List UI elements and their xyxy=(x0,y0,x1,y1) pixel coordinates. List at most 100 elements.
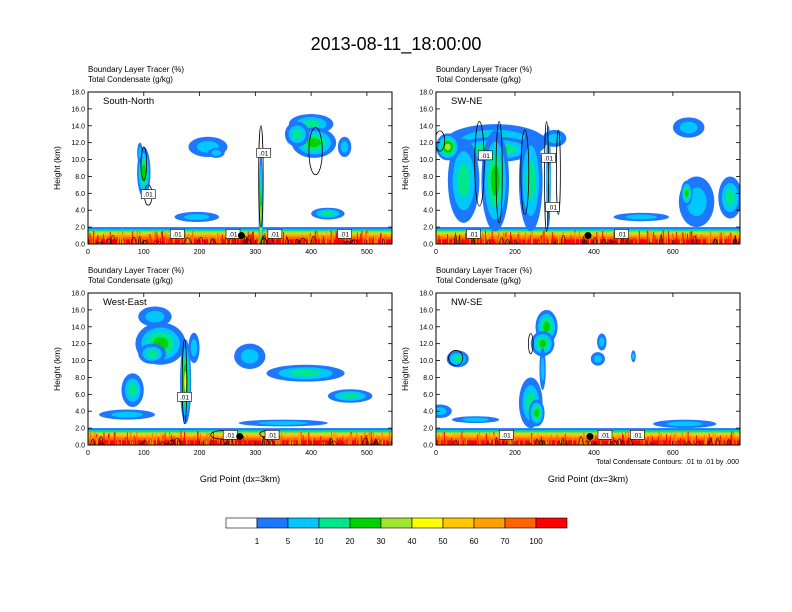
contour-label-text: .01 xyxy=(226,432,235,439)
striation xyxy=(461,438,463,445)
striation xyxy=(465,433,467,445)
striation xyxy=(180,240,182,244)
striation xyxy=(161,237,162,244)
striation xyxy=(676,231,678,244)
y-tick-label: 14.0 xyxy=(71,123,85,130)
striation xyxy=(487,232,489,244)
striation xyxy=(550,238,552,244)
striation xyxy=(371,439,373,445)
contour-label-box xyxy=(597,430,613,440)
striation xyxy=(675,431,677,445)
striation xyxy=(728,235,730,244)
striation xyxy=(123,240,125,244)
striation xyxy=(375,236,377,244)
striation xyxy=(709,231,711,244)
colorbar: 1 5 10 20 30 40 50 60 70 100 xyxy=(225,517,568,546)
striation xyxy=(286,235,288,244)
colorbar-label: 40 xyxy=(408,537,417,546)
striation xyxy=(570,235,572,244)
striation xyxy=(590,436,592,445)
striation xyxy=(150,236,152,244)
striation xyxy=(529,235,531,244)
striation xyxy=(211,442,213,445)
striation xyxy=(294,441,296,445)
x-tick-label: 400 xyxy=(588,450,600,457)
striation xyxy=(638,230,640,244)
striation xyxy=(162,434,164,445)
striation xyxy=(141,236,143,244)
contour-label-text: .01 xyxy=(259,150,268,157)
striation xyxy=(168,239,170,244)
striation xyxy=(507,234,509,244)
striation xyxy=(320,436,322,445)
striation xyxy=(489,440,491,445)
striation xyxy=(381,232,382,244)
x-tick-label: 0 xyxy=(86,450,90,457)
condensate-contour xyxy=(141,239,149,244)
striation xyxy=(641,238,643,244)
striation xyxy=(332,232,334,244)
striation xyxy=(491,230,493,244)
striation xyxy=(689,436,691,445)
striation xyxy=(658,431,660,445)
condensate-contour xyxy=(244,238,252,244)
striation xyxy=(362,236,364,244)
plot-area: .01 .01 .01 xyxy=(88,293,392,445)
striation xyxy=(116,241,118,244)
striation xyxy=(205,440,207,445)
striation xyxy=(446,436,448,445)
striation xyxy=(663,237,665,244)
colorbar-label: 50 xyxy=(439,537,448,546)
y-tick-label: 2.0 xyxy=(75,426,85,433)
condensate-contour xyxy=(156,240,163,244)
striation xyxy=(358,436,360,445)
striation xyxy=(305,240,307,244)
striation xyxy=(148,234,150,244)
striation xyxy=(317,441,319,445)
striation xyxy=(156,232,158,244)
striation xyxy=(503,232,505,244)
striation xyxy=(510,232,511,244)
striation xyxy=(233,436,235,445)
striation xyxy=(219,231,221,244)
tracer-level xyxy=(259,205,262,241)
striation xyxy=(164,432,166,445)
colorbar-label: 10 xyxy=(315,537,324,546)
striation xyxy=(106,442,107,445)
y-tick-label: 14.0 xyxy=(419,324,433,331)
striation xyxy=(347,435,349,445)
striation xyxy=(484,434,486,445)
panel-3: Boundary Layer Tracer (%)Total Condensat… xyxy=(52,266,393,484)
contour-label: .01 xyxy=(541,153,556,163)
striation xyxy=(308,432,310,445)
striation xyxy=(696,442,698,445)
x-tick-label: 100 xyxy=(138,450,150,457)
striation xyxy=(610,435,612,445)
striation xyxy=(211,240,213,244)
striation xyxy=(646,230,648,244)
tracer-cloud xyxy=(311,207,345,220)
striation xyxy=(288,240,290,244)
striation xyxy=(88,431,90,445)
tracer-cloud xyxy=(542,130,567,147)
striation xyxy=(121,234,123,244)
striation xyxy=(197,431,199,445)
tracer-level xyxy=(302,120,320,129)
contour-label-box xyxy=(177,392,192,402)
striation xyxy=(186,434,188,445)
striation xyxy=(262,236,264,244)
striation xyxy=(540,234,542,244)
striation xyxy=(537,433,539,445)
striation xyxy=(722,240,724,244)
striation xyxy=(619,435,621,445)
tracer-cloud xyxy=(590,352,605,366)
striation xyxy=(151,441,153,445)
striation xyxy=(376,234,378,244)
striation xyxy=(230,434,232,445)
striation xyxy=(553,235,555,244)
striation xyxy=(588,436,590,445)
condensate-contour xyxy=(140,146,147,182)
colorbar-box xyxy=(504,517,537,529)
tracer-level xyxy=(679,121,698,134)
